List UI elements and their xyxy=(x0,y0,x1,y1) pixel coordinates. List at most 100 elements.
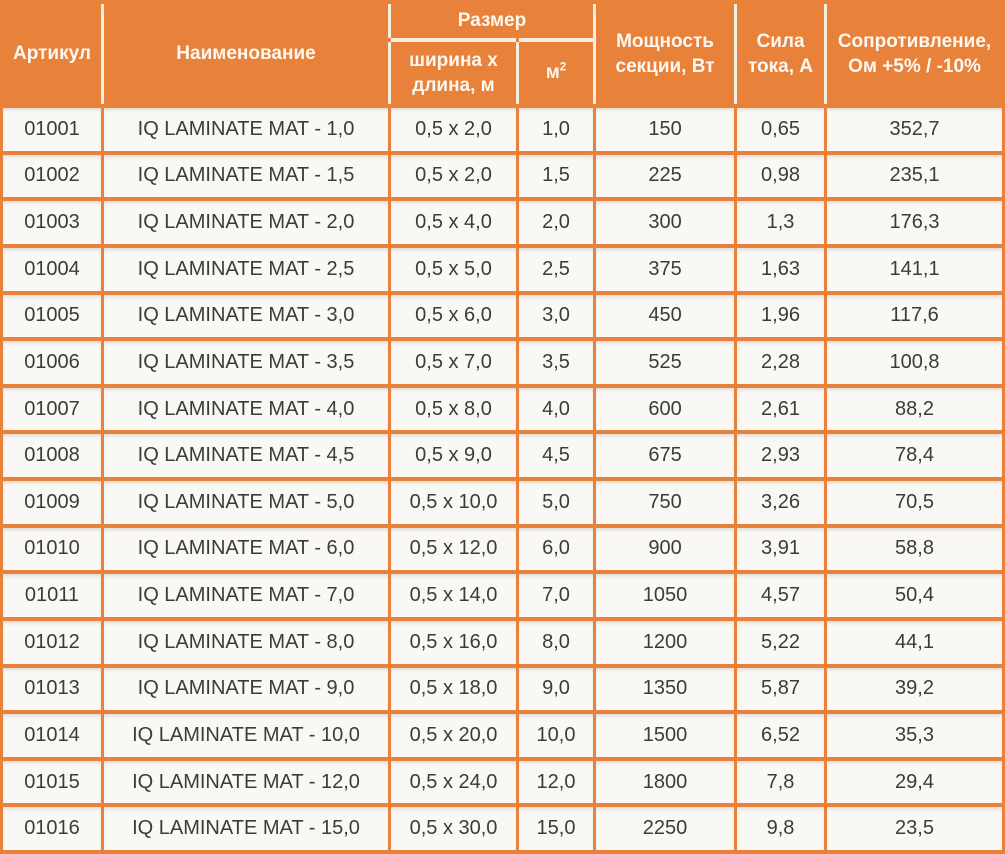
cell-area: 10,0 xyxy=(519,714,594,757)
cell-article: 01008 xyxy=(3,434,101,477)
table-row: 01004 IQ LAMINATE MAT - 2,5 0,5 x 5,0 2,… xyxy=(3,247,1003,291)
table-row: 01013 IQ LAMINATE MAT - 9,0 0,5 x 18,0 9… xyxy=(3,667,1003,711)
cell-article: 01004 xyxy=(3,247,101,291)
cell-current: 0,98 xyxy=(737,154,825,198)
cell-current: 2,28 xyxy=(737,341,825,384)
cell-size: 0,5 x 9,0 xyxy=(391,434,516,477)
table-body: 01001 IQ LAMINATE MAT - 1,0 0,5 x 2,0 1,… xyxy=(3,108,1003,850)
cell-current: 5,22 xyxy=(737,620,825,664)
cell-size: 0,5 x 8,0 xyxy=(391,387,516,431)
cell-current: 7,8 xyxy=(737,760,825,804)
table-row: 01005 IQ LAMINATE MAT - 3,0 0,5 x 6,0 3,… xyxy=(3,294,1003,338)
cell-resistance: 50,4 xyxy=(827,574,1003,617)
cell-area: 5,0 xyxy=(519,481,594,524)
cell-current: 6,52 xyxy=(737,714,825,757)
cell-size: 0,5 x 10,0 xyxy=(391,481,516,524)
cell-area: 2,0 xyxy=(519,201,594,244)
table-row: 01015 IQ LAMINATE MAT - 12,0 0,5 x 24,0 … xyxy=(3,760,1003,804)
cell-area: 6,0 xyxy=(519,527,594,571)
table-row: 01011 IQ LAMINATE MAT - 7,0 0,5 x 14,0 7… xyxy=(3,574,1003,617)
cell-area: 3,0 xyxy=(519,294,594,338)
size-area-unit: м xyxy=(545,62,560,84)
cell-power: 900 xyxy=(596,527,735,571)
cell-size: 0,5 x 18,0 xyxy=(391,667,516,711)
cell-size: 0,5 x 16,0 xyxy=(391,620,516,664)
cell-area: 15,0 xyxy=(519,807,594,850)
cell-resistance: 78,4 xyxy=(827,434,1003,477)
cell-power: 1350 xyxy=(596,667,735,711)
cell-power: 225 xyxy=(596,154,735,198)
cell-resistance: 88,2 xyxy=(827,387,1003,431)
size-area-superscript: 2 xyxy=(559,61,567,75)
cell-article: 01011 xyxy=(3,574,101,617)
cell-area: 4,0 xyxy=(519,387,594,431)
cell-name: IQ LAMINATE MAT - 5,0 xyxy=(104,481,388,524)
cell-name: IQ LAMINATE MAT - 15,0 xyxy=(104,807,388,850)
cell-name: IQ LAMINATE MAT - 1,5 xyxy=(104,154,388,198)
cell-area: 7,0 xyxy=(519,574,594,617)
cell-size: 0,5 x 14,0 xyxy=(391,574,516,617)
cell-article: 01014 xyxy=(3,714,101,757)
cell-power: 600 xyxy=(596,387,735,431)
cell-resistance: 39,2 xyxy=(827,667,1003,711)
cell-power: 1800 xyxy=(596,760,735,804)
cell-resistance: 141,1 xyxy=(827,247,1003,291)
cell-power: 1050 xyxy=(596,574,735,617)
cell-current: 3,26 xyxy=(737,481,825,524)
cell-name: IQ LAMINATE MAT - 1,0 xyxy=(104,108,388,151)
cell-current: 1,63 xyxy=(737,247,825,291)
table-row: 01003 IQ LAMINATE MAT - 2,0 0,5 x 4,0 2,… xyxy=(3,201,1003,244)
cell-resistance: 35,3 xyxy=(827,714,1003,757)
table-row: 01001 IQ LAMINATE MAT - 1,0 0,5 x 2,0 1,… xyxy=(3,108,1003,151)
cell-resistance: 100,8 xyxy=(827,341,1003,384)
table-header: Артикул Наименование Размер Мощность сек… xyxy=(3,4,1003,104)
column-header-current: Сила тока, А xyxy=(737,4,825,104)
table-row: 01016 IQ LAMINATE MAT - 15,0 0,5 x 30,0 … xyxy=(3,807,1003,850)
cell-power: 1500 xyxy=(596,714,735,757)
cell-current: 9,8 xyxy=(737,807,825,850)
cell-name: IQ LAMINATE MAT - 4,0 xyxy=(104,387,388,431)
cell-article: 01002 xyxy=(3,154,101,198)
cell-article: 01001 xyxy=(3,108,101,151)
cell-area: 9,0 xyxy=(519,667,594,711)
cell-article: 01010 xyxy=(3,527,101,571)
cell-article: 01006 xyxy=(3,341,101,384)
cell-current: 2,61 xyxy=(737,387,825,431)
cell-current: 2,93 xyxy=(737,434,825,477)
cell-size: 0,5 x 30,0 xyxy=(391,807,516,850)
column-header-name: Наименование xyxy=(104,4,388,104)
table-row: 01009 IQ LAMINATE MAT - 5,0 0,5 x 10,0 5… xyxy=(3,481,1003,524)
cell-name: IQ LAMINATE MAT - 4,5 xyxy=(104,434,388,477)
cell-name: IQ LAMINATE MAT - 8,0 xyxy=(104,620,388,664)
cell-current: 0,65 xyxy=(737,108,825,151)
cell-resistance: 176,3 xyxy=(827,201,1003,244)
cell-power: 1200 xyxy=(596,620,735,664)
cell-area: 1,0 xyxy=(519,108,594,151)
cell-resistance: 44,1 xyxy=(827,620,1003,664)
cell-resistance: 117,6 xyxy=(827,294,1003,338)
cell-size: 0,5 x 12,0 xyxy=(391,527,516,571)
cell-current: 1,3 xyxy=(737,201,825,244)
table-row: 01006 IQ LAMINATE MAT - 3,5 0,5 x 7,0 3,… xyxy=(3,341,1003,384)
cell-article: 01003 xyxy=(3,201,101,244)
cell-current: 4,57 xyxy=(737,574,825,617)
cell-name: IQ LAMINATE MAT - 2,0 xyxy=(104,201,388,244)
cell-area: 2,5 xyxy=(519,247,594,291)
cell-name: IQ LAMINATE MAT - 3,5 xyxy=(104,341,388,384)
cell-size: 0,5 x 20,0 xyxy=(391,714,516,757)
table-row: 01002 IQ LAMINATE MAT - 1,5 0,5 x 2,0 1,… xyxy=(3,154,1003,198)
cell-power: 450 xyxy=(596,294,735,338)
cell-name: IQ LAMINATE MAT - 12,0 xyxy=(104,760,388,804)
cell-area: 8,0 xyxy=(519,620,594,664)
cell-size: 0,5 x 4,0 xyxy=(391,201,516,244)
cell-name: IQ LAMINATE MAT - 10,0 xyxy=(104,714,388,757)
cell-power: 750 xyxy=(596,481,735,524)
cell-article: 01005 xyxy=(3,294,101,338)
cell-power: 300 xyxy=(596,201,735,244)
cell-power: 150 xyxy=(596,108,735,151)
cell-resistance: 235,1 xyxy=(827,154,1003,198)
column-header-article: Артикул xyxy=(3,4,101,104)
cell-name: IQ LAMINATE MAT - 9,0 xyxy=(104,667,388,711)
cell-size: 0,5 x 2,0 xyxy=(391,154,516,198)
